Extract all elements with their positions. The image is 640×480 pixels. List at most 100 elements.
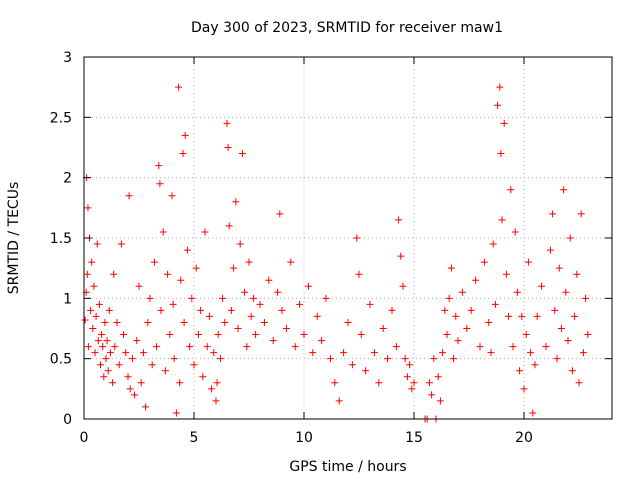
data-point xyxy=(524,258,532,266)
data-point xyxy=(287,258,295,266)
data-point xyxy=(111,343,119,351)
data-point xyxy=(219,294,227,302)
data-point xyxy=(410,379,418,387)
data-point xyxy=(212,397,220,405)
data-point xyxy=(102,355,110,363)
data-point xyxy=(232,198,240,206)
data-point xyxy=(507,186,515,194)
data-point xyxy=(489,240,497,248)
data-point xyxy=(177,276,185,284)
data-point xyxy=(94,337,102,345)
data-point xyxy=(245,258,253,266)
data-point xyxy=(355,270,363,278)
data-point xyxy=(120,331,128,339)
y-tick-label: 1 xyxy=(63,291,72,307)
data-point xyxy=(326,355,334,363)
data-point xyxy=(106,349,114,357)
data-point xyxy=(109,379,117,387)
data-point xyxy=(135,282,143,290)
data-point xyxy=(443,331,451,339)
data-point xyxy=(467,306,475,314)
data-point xyxy=(93,240,101,248)
data-point xyxy=(439,349,447,357)
data-point xyxy=(505,312,513,320)
data-point xyxy=(230,264,238,272)
data-point xyxy=(331,379,339,387)
data-point xyxy=(181,131,189,139)
data-point xyxy=(395,216,403,224)
data-point xyxy=(278,306,286,314)
data-point xyxy=(282,325,290,332)
data-point xyxy=(269,337,277,345)
data-point xyxy=(291,343,299,351)
data-point xyxy=(225,222,233,230)
data-point xyxy=(131,391,139,399)
data-point xyxy=(533,312,541,320)
data-point xyxy=(84,204,92,212)
data-point xyxy=(90,282,98,290)
data-point xyxy=(568,367,576,375)
data-point xyxy=(430,355,438,363)
data-point xyxy=(549,210,557,218)
data-point xyxy=(401,355,409,363)
x-tick-label: 5 xyxy=(190,430,199,446)
data-point xyxy=(249,294,257,302)
data-point xyxy=(146,294,154,302)
data-point xyxy=(161,367,169,375)
data-point xyxy=(447,264,455,272)
data-point xyxy=(105,306,113,314)
data-point xyxy=(434,373,442,381)
data-point xyxy=(498,216,506,224)
data-point xyxy=(531,361,539,369)
data-point xyxy=(260,318,268,326)
data-point xyxy=(487,349,495,357)
data-point xyxy=(452,312,460,320)
data-point xyxy=(213,379,221,387)
data-point xyxy=(137,379,145,387)
x-tick-label: 10 xyxy=(295,430,313,446)
data-point xyxy=(366,300,374,308)
data-point xyxy=(214,331,222,339)
data-point xyxy=(573,270,581,278)
data-point xyxy=(496,83,504,91)
data-point xyxy=(441,306,449,314)
data-point xyxy=(370,349,378,357)
data-point xyxy=(494,101,502,109)
data-point xyxy=(87,306,95,314)
data-point xyxy=(406,361,414,369)
data-point xyxy=(527,349,535,357)
data-point xyxy=(168,192,176,200)
data-point xyxy=(538,282,546,290)
y-tick-label: 2.5 xyxy=(50,110,72,126)
data-point xyxy=(227,306,235,314)
data-point xyxy=(166,331,174,339)
data-point xyxy=(511,228,519,236)
data-point xyxy=(115,361,123,369)
data-point xyxy=(148,361,156,369)
data-point xyxy=(379,325,387,332)
data-point xyxy=(224,144,232,151)
data-point xyxy=(221,318,229,326)
data-point xyxy=(156,180,164,188)
data-point xyxy=(445,294,453,302)
data-point xyxy=(577,210,585,218)
data-point xyxy=(458,288,466,296)
data-point xyxy=(388,306,396,314)
data-point xyxy=(436,397,444,405)
x-tick-label: 0 xyxy=(80,430,89,446)
data-point xyxy=(205,312,213,320)
data-point xyxy=(564,337,572,345)
data-point xyxy=(408,385,416,393)
data-point xyxy=(500,119,508,127)
data-point xyxy=(397,252,405,260)
data-point xyxy=(375,379,383,387)
y-tick-label: 2 xyxy=(63,171,72,187)
y-tick-label: 0.5 xyxy=(50,352,72,368)
data-point xyxy=(340,349,348,357)
data-point xyxy=(97,361,104,369)
data-point xyxy=(190,361,198,369)
data-point xyxy=(491,300,499,308)
data-point xyxy=(357,331,365,339)
